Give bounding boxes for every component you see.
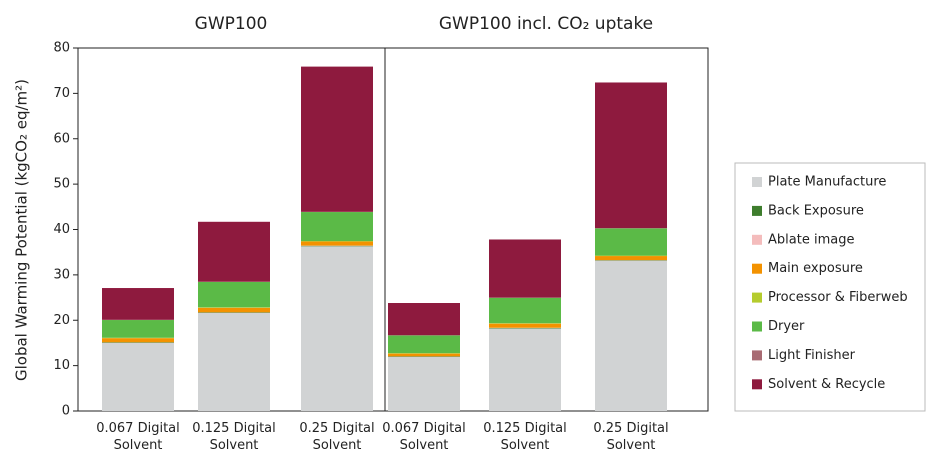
x-tick-label: 0.067 Digital Solvent: [96, 421, 180, 453]
bar-segment: [198, 281, 270, 308]
y-tick-label: 20: [53, 313, 70, 328]
bar-segment: [301, 212, 373, 242]
bar-segment: [102, 288, 174, 320]
y-tick-label: 60: [53, 131, 70, 146]
legend-label: Plate Manufacture: [768, 175, 886, 190]
bar-segment: [301, 241, 373, 246]
legend-label: Back Exposure: [768, 203, 864, 218]
y-tick-label: 0: [62, 404, 70, 419]
legend-label: Dryer: [768, 319, 805, 334]
legend-swatch: [752, 350, 762, 361]
legend-swatch: [752, 321, 762, 332]
x-tick-label: 0.25 Digital Solvent: [299, 421, 374, 453]
bar-segment: [489, 323, 561, 328]
legend-swatch: [752, 379, 762, 390]
y-tick-label: 80: [53, 41, 70, 56]
x-tick-label: 0.125 Digital Solvent: [483, 421, 567, 453]
y-tick-label: 50: [53, 177, 70, 192]
x-tick-label: 0.25 Digital Solvent: [593, 421, 668, 453]
bar-segment: [489, 297, 561, 324]
legend-label: Processor & Fiberweb: [768, 290, 908, 305]
bar-segment: [388, 303, 460, 336]
bar-segment: [595, 228, 667, 256]
bar-segment: [388, 357, 460, 411]
legend-label: Main exposure: [768, 261, 863, 276]
bar-segment: [388, 353, 460, 357]
bar-segment: [595, 260, 667, 411]
bar-segment: [198, 307, 270, 313]
bar-segment: [102, 338, 174, 343]
bar-segment: [489, 239, 561, 298]
y-tick-label: 40: [53, 222, 70, 237]
x-tick-label: 0.067 Digital Solvent: [382, 421, 466, 453]
legend-label: Ablate image: [768, 232, 854, 247]
bar-segment: [301, 246, 373, 411]
bar-segment: [102, 342, 174, 411]
bar-segment: [301, 66, 373, 212]
x-tick-label: 0.125 Digital Solvent: [192, 421, 276, 453]
bar-segment: [102, 320, 174, 338]
y-tick-label: 10: [53, 358, 70, 373]
legend-swatch: [752, 292, 762, 303]
legend-swatch: [752, 234, 762, 245]
y-tick-label: 70: [53, 86, 70, 101]
legend-box: [734, 162, 926, 412]
legend-label: Solvent & Recycle: [768, 377, 885, 392]
legend-label: Light Finisher: [768, 348, 856, 363]
bar-segment: [595, 82, 667, 229]
bar-segment: [198, 221, 270, 282]
legend-swatch: [752, 263, 762, 274]
y-tick-label: 30: [53, 267, 70, 282]
legend-swatch: [752, 177, 762, 187]
legend-swatch: [752, 205, 762, 216]
panel-title: GWP100 incl. CO₂ uptake: [439, 14, 653, 34]
panel-title: GWP100: [195, 14, 268, 34]
bar-segment: [595, 256, 667, 261]
bar-segment: [489, 328, 561, 411]
bar-segment: [198, 312, 270, 411]
y-axis-label: Global Warming Potential (kgCO₂ eq/m²): [13, 79, 31, 381]
bar-segment: [388, 335, 460, 354]
